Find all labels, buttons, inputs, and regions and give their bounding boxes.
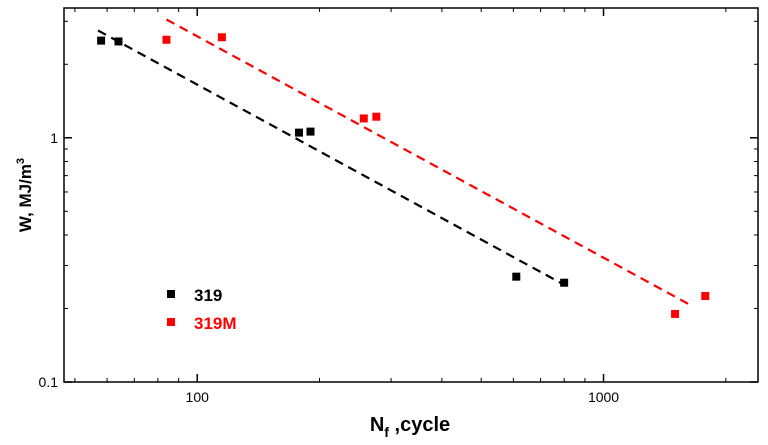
x-axis-title: Nf ,cycle	[370, 414, 450, 440]
data-point-319M	[671, 309, 680, 318]
data-point-319M	[217, 33, 226, 42]
plot-frame	[63, 7, 759, 383]
data-points	[97, 33, 710, 318]
fit-line-319	[97, 29, 565, 286]
data-point-319	[294, 128, 303, 137]
data-point-319M	[701, 291, 710, 300]
y-axis-title: W, MJ/m3	[15, 158, 35, 232]
legend-marker-319M	[167, 318, 175, 326]
fit-line-319M	[165, 18, 693, 307]
legend-marker-319	[167, 290, 175, 298]
y-tick-label: 1	[50, 130, 58, 146]
data-point-319M	[372, 112, 381, 121]
axis-ticks: 100 1000 0.1 1	[39, 8, 758, 405]
legend-label-319M: 319M	[194, 314, 237, 333]
x-tick-label: 1000	[588, 389, 619, 405]
legend-label-319: 319	[194, 286, 222, 305]
data-point-319	[512, 272, 521, 281]
fit-lines	[97, 18, 693, 307]
data-point-319	[306, 127, 315, 136]
data-point-319M	[359, 114, 368, 123]
data-point-319	[97, 36, 106, 45]
x-tick-label: 100	[186, 389, 210, 405]
data-point-319M	[162, 35, 171, 44]
data-point-319	[560, 278, 569, 287]
data-point-319	[114, 37, 123, 46]
y-tick-label: 0.1	[39, 374, 59, 390]
legend: 319 319M	[167, 286, 237, 333]
